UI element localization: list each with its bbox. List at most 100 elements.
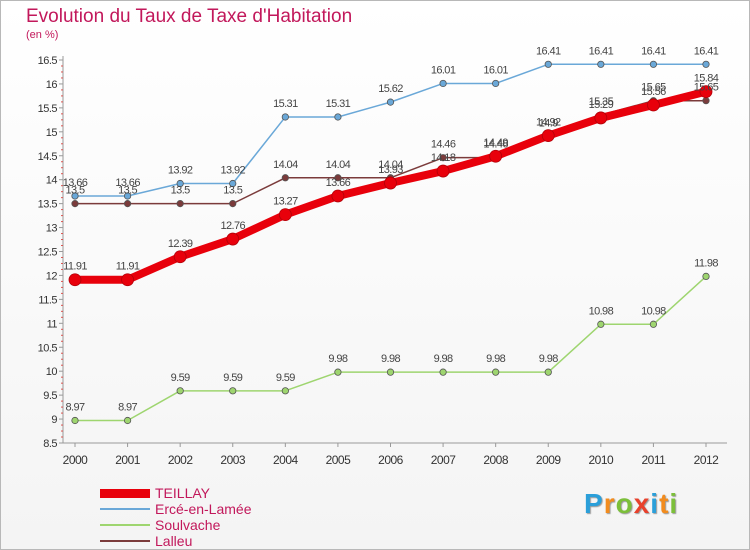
data-point bbox=[176, 179, 184, 188]
data-point bbox=[334, 368, 342, 376]
data-label: 13.92 bbox=[220, 165, 245, 177]
data-label: 11.91 bbox=[116, 261, 140, 273]
data-label: 13.5 bbox=[118, 185, 137, 197]
data-point bbox=[649, 320, 658, 328]
data-point bbox=[594, 111, 608, 125]
x-tick-label: 2011 bbox=[642, 453, 667, 467]
data-point bbox=[699, 85, 713, 98]
data-point bbox=[281, 113, 289, 121]
data-label: 16.01 bbox=[483, 64, 508, 76]
x-tick-label: 2010 bbox=[588, 453, 614, 467]
legend-label: TEILLAY bbox=[155, 485, 210, 501]
data-point bbox=[702, 60, 710, 68]
data-point bbox=[121, 273, 134, 287]
brand-letter: i bbox=[669, 488, 679, 519]
data-label: 16.01 bbox=[431, 64, 456, 76]
data-label: 10.98 bbox=[589, 305, 614, 317]
data-label: 14.04 bbox=[326, 159, 351, 171]
data-point bbox=[123, 192, 132, 200]
x-tick-label: 2003 bbox=[220, 453, 246, 467]
data-label: 15.35 bbox=[589, 96, 614, 108]
data-label: 15.84 bbox=[694, 73, 719, 85]
data-point bbox=[68, 273, 82, 287]
data-point bbox=[597, 320, 605, 328]
y-tick-label: 13 bbox=[46, 223, 58, 235]
x-tick-label: 2012 bbox=[694, 453, 720, 467]
data-label: 14.18 bbox=[431, 152, 456, 164]
data-point bbox=[176, 200, 184, 208]
data-point bbox=[281, 387, 289, 395]
data-label: 13.92 bbox=[168, 165, 193, 177]
data-label: 14.46 bbox=[431, 139, 456, 151]
y-tick-label: 11 bbox=[47, 318, 58, 330]
data-point bbox=[71, 192, 79, 200]
data-label: 15.56 bbox=[641, 86, 666, 98]
data-label: 14.04 bbox=[378, 159, 403, 171]
brand-letter: r bbox=[603, 488, 616, 519]
data-point bbox=[334, 174, 342, 182]
y-tick-label: 12 bbox=[46, 270, 58, 282]
data-point bbox=[386, 98, 395, 106]
data-point bbox=[597, 60, 605, 68]
data-point bbox=[173, 250, 187, 264]
data-point bbox=[702, 97, 710, 105]
y-tick-label: 15.5 bbox=[38, 103, 58, 115]
y-tick-label: 10.5 bbox=[38, 342, 58, 354]
data-label: 16.41 bbox=[536, 45, 561, 57]
data-point bbox=[331, 189, 345, 203]
data-label: 13.93 bbox=[378, 164, 403, 176]
data-label: 16.41 bbox=[694, 45, 719, 57]
data-label: 9.59 bbox=[171, 372, 190, 384]
data-label: 9.98 bbox=[539, 353, 558, 365]
legend-label: Lalleu bbox=[155, 533, 193, 549]
chart-title: Evolution du Taux de Taxe d'Habitation bbox=[26, 6, 353, 27]
brand-letter: o bbox=[615, 488, 634, 519]
data-point bbox=[492, 368, 500, 376]
data-label: 9.98 bbox=[486, 353, 505, 365]
data-label: 16.41 bbox=[589, 45, 614, 57]
x-tick-label: 2008 bbox=[483, 453, 509, 467]
data-point bbox=[386, 368, 395, 376]
x-tick-label: 2005 bbox=[326, 453, 352, 467]
y-tick-label: 16.5 bbox=[38, 55, 58, 67]
x-tick-label: 2002 bbox=[168, 453, 194, 467]
data-point bbox=[384, 176, 397, 190]
data-label: 15.65 bbox=[694, 82, 719, 94]
data-point bbox=[439, 368, 447, 376]
line-chart: 8.5 9 9.5 10 10.5 11 11.5 12 12.5 13 13.5 14 14.5 15 1… bbox=[38, 45, 727, 467]
data-label: 9.98 bbox=[328, 353, 347, 365]
data-point bbox=[541, 129, 555, 143]
data-label: 13.5 bbox=[223, 185, 242, 197]
data-label: 8.97 bbox=[118, 401, 137, 413]
data-label: 12.39 bbox=[168, 238, 193, 250]
y-tick-label: 9 bbox=[51, 414, 57, 426]
data-point bbox=[702, 272, 710, 280]
brand-letter: t bbox=[659, 488, 670, 519]
legend-swatch bbox=[100, 524, 150, 526]
data-point bbox=[649, 60, 658, 68]
legend-label: Ercé-en-Lamée bbox=[155, 501, 252, 517]
data-label: 15.62 bbox=[378, 83, 403, 95]
data-point bbox=[123, 416, 132, 425]
data-label: 13.66 bbox=[326, 177, 351, 189]
brand-letter: x bbox=[633, 488, 651, 519]
data-point bbox=[647, 98, 660, 112]
y-tick-label: 14.5 bbox=[38, 151, 58, 163]
data-point bbox=[229, 387, 237, 395]
data-label: 14.04 bbox=[273, 159, 298, 171]
data-label: 14.9 bbox=[539, 118, 558, 130]
data-point bbox=[278, 208, 292, 222]
data-label: 11.98 bbox=[694, 257, 718, 269]
data-point bbox=[176, 387, 184, 395]
y-tick-label: 9.5 bbox=[43, 390, 57, 402]
legend-swatch bbox=[100, 508, 150, 510]
data-label: 13.5 bbox=[171, 185, 190, 197]
data-label: 15.31 bbox=[326, 98, 351, 110]
brand-letter: i bbox=[650, 488, 660, 519]
legend-label: Soulvache bbox=[155, 517, 221, 533]
y-tick-label: 14 bbox=[46, 175, 58, 187]
data-label: 14.92 bbox=[536, 117, 561, 129]
data-label: 13.27 bbox=[273, 196, 298, 208]
data-label: 9.98 bbox=[381, 353, 400, 365]
data-label: 9.59 bbox=[276, 372, 295, 384]
